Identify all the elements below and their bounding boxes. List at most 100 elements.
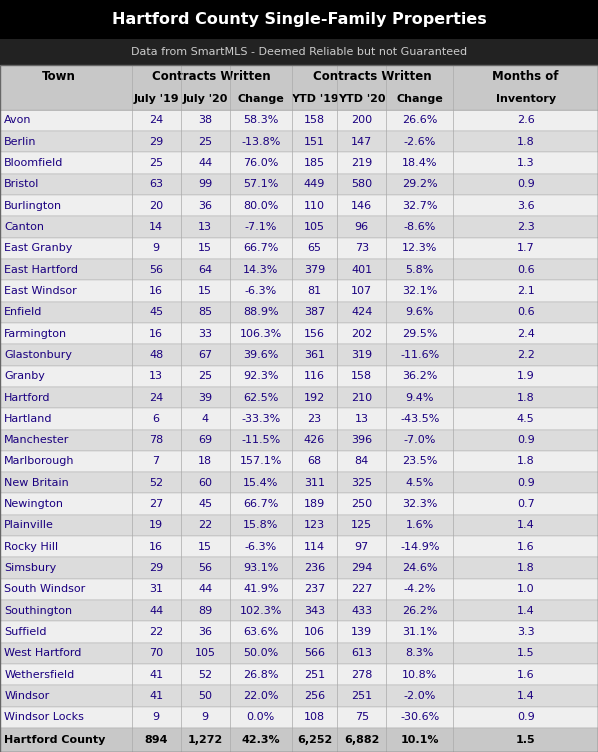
- Text: 192: 192: [304, 393, 325, 402]
- Text: 1.8: 1.8: [517, 137, 535, 147]
- Text: 1.8: 1.8: [517, 563, 535, 573]
- Text: Berlin: Berlin: [4, 137, 36, 147]
- Text: 0.6: 0.6: [517, 265, 535, 274]
- Text: 0.9: 0.9: [517, 435, 535, 445]
- Text: Marlborough: Marlborough: [4, 456, 75, 466]
- Text: 13: 13: [149, 371, 163, 381]
- Text: 1,272: 1,272: [188, 735, 222, 745]
- Text: 13: 13: [198, 222, 212, 232]
- Text: Wethersfield: Wethersfield: [4, 669, 74, 680]
- Text: 23: 23: [307, 414, 322, 424]
- Text: -33.3%: -33.3%: [241, 414, 280, 424]
- Text: 3.3: 3.3: [517, 627, 535, 637]
- Text: 25: 25: [149, 158, 163, 168]
- Text: 1.4: 1.4: [517, 520, 535, 530]
- Bar: [0, 600, 598, 621]
- Bar: [0, 65, 598, 89]
- Bar: [0, 302, 598, 323]
- Text: 52: 52: [149, 478, 163, 488]
- Text: 63.6%: 63.6%: [243, 627, 278, 637]
- Bar: [0, 493, 598, 515]
- Text: 41.9%: 41.9%: [243, 584, 279, 594]
- Text: 41: 41: [149, 669, 163, 680]
- Text: 56: 56: [198, 563, 212, 573]
- Text: Rocky Hill: Rocky Hill: [4, 541, 59, 552]
- Text: 31.1%: 31.1%: [402, 627, 437, 637]
- Text: 69: 69: [198, 435, 212, 445]
- Text: 125: 125: [351, 520, 373, 530]
- Text: 36: 36: [198, 201, 212, 211]
- Text: 156: 156: [304, 329, 325, 338]
- Bar: [0, 472, 598, 493]
- Text: 116: 116: [304, 371, 325, 381]
- Text: -2.6%: -2.6%: [404, 137, 436, 147]
- Text: 32.1%: 32.1%: [402, 286, 438, 296]
- Text: 158: 158: [304, 116, 325, 126]
- Text: 361: 361: [304, 350, 325, 360]
- Text: 60: 60: [198, 478, 212, 488]
- Text: 4: 4: [202, 414, 209, 424]
- Text: 189: 189: [304, 499, 325, 509]
- Text: Contracts Written: Contracts Written: [152, 70, 271, 83]
- Text: -11.5%: -11.5%: [241, 435, 280, 445]
- Text: Newington: Newington: [4, 499, 64, 509]
- Text: Farmington: Farmington: [4, 329, 68, 338]
- Text: 147: 147: [351, 137, 373, 147]
- Bar: [0, 280, 598, 302]
- Text: 185: 185: [304, 158, 325, 168]
- Text: 9.6%: 9.6%: [405, 308, 434, 317]
- Text: 29: 29: [149, 137, 163, 147]
- Text: 66.7%: 66.7%: [243, 244, 279, 253]
- Text: Hartford County Single-Family Properties: Hartford County Single-Family Properties: [112, 12, 486, 27]
- Text: -8.6%: -8.6%: [404, 222, 436, 232]
- Text: 22: 22: [149, 627, 163, 637]
- Text: 0.9: 0.9: [517, 712, 535, 722]
- Text: Months of: Months of: [492, 70, 559, 83]
- Text: 67: 67: [198, 350, 212, 360]
- Bar: [0, 131, 598, 153]
- Text: 38: 38: [198, 116, 212, 126]
- Bar: [0, 365, 598, 387]
- Text: -6.3%: -6.3%: [245, 286, 277, 296]
- Text: Canton: Canton: [4, 222, 44, 232]
- Bar: [0, 195, 598, 217]
- Text: 36: 36: [198, 627, 212, 637]
- Text: 20: 20: [149, 201, 163, 211]
- Text: 2.4: 2.4: [517, 329, 535, 338]
- Text: -14.9%: -14.9%: [400, 541, 440, 552]
- Bar: [0, 451, 598, 472]
- Text: 2.3: 2.3: [517, 222, 535, 232]
- Text: 294: 294: [351, 563, 373, 573]
- Text: 15: 15: [198, 541, 212, 552]
- Text: Change: Change: [396, 94, 443, 105]
- Text: 24: 24: [149, 393, 163, 402]
- Text: 0.9: 0.9: [517, 478, 535, 488]
- Text: July '20: July '20: [182, 94, 228, 105]
- Text: 343: 343: [304, 605, 325, 616]
- Text: 401: 401: [351, 265, 373, 274]
- Text: 24.6%: 24.6%: [402, 563, 438, 573]
- Text: 114: 114: [304, 541, 325, 552]
- Text: 219: 219: [351, 158, 373, 168]
- Text: 424: 424: [351, 308, 373, 317]
- Text: 27: 27: [149, 499, 163, 509]
- Text: 25: 25: [198, 371, 212, 381]
- Bar: [0, 344, 598, 365]
- Text: 22: 22: [198, 520, 212, 530]
- Text: 105: 105: [304, 222, 325, 232]
- Text: Bristol: Bristol: [4, 180, 39, 190]
- Text: 108: 108: [304, 712, 325, 722]
- Text: 2.1: 2.1: [517, 286, 535, 296]
- Text: 14: 14: [149, 222, 163, 232]
- Text: 92.3%: 92.3%: [243, 371, 279, 381]
- Text: Suffield: Suffield: [4, 627, 47, 637]
- Text: 33: 33: [198, 329, 212, 338]
- Text: 146: 146: [351, 201, 373, 211]
- Text: 1.6%: 1.6%: [405, 520, 434, 530]
- Text: 9: 9: [152, 244, 160, 253]
- Bar: [0, 728, 598, 752]
- Text: 2.6: 2.6: [517, 116, 535, 126]
- Text: YTD '20: YTD '20: [338, 94, 386, 105]
- Bar: [0, 174, 598, 195]
- Text: Avon: Avon: [4, 116, 32, 126]
